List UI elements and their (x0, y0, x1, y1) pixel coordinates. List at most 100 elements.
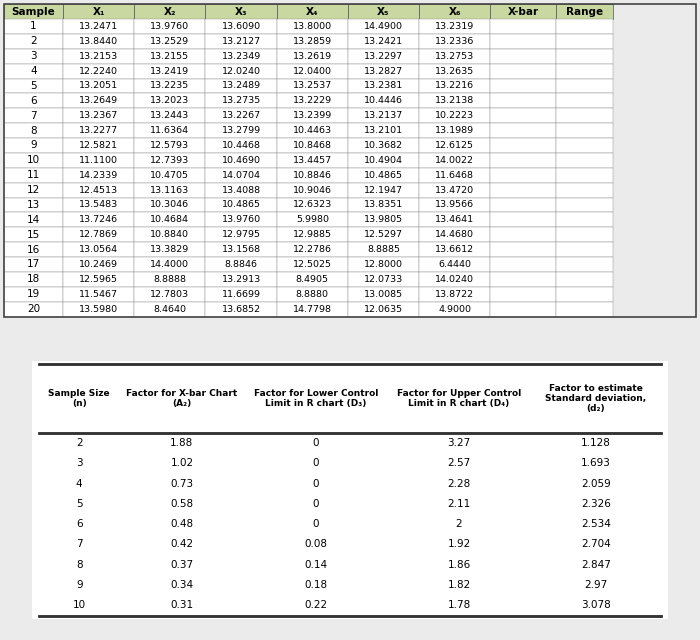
Text: 0.14: 0.14 (304, 560, 328, 570)
Bar (419, 227, 491, 242)
Bar (276, 301, 348, 317)
Text: 13.2319: 13.2319 (435, 22, 475, 31)
Bar (4, 182, 63, 198)
Bar (205, 4, 276, 19)
Text: 10: 10 (27, 156, 40, 165)
Bar (348, 242, 419, 257)
Bar (491, 19, 556, 34)
Text: 2.847: 2.847 (581, 560, 611, 570)
Text: 2.57: 2.57 (447, 458, 470, 468)
Bar (4, 272, 63, 287)
Bar (419, 182, 491, 198)
Text: 16: 16 (27, 244, 40, 255)
Text: 12.7393: 12.7393 (150, 156, 190, 165)
Bar (348, 227, 419, 242)
Text: 0.31: 0.31 (170, 600, 193, 611)
Text: 13.9760: 13.9760 (150, 22, 190, 31)
Bar (491, 123, 556, 138)
Text: 7: 7 (30, 111, 37, 121)
Text: 13.4088: 13.4088 (221, 186, 260, 195)
Bar (276, 212, 348, 227)
Bar (556, 168, 612, 182)
Bar (4, 227, 63, 242)
Text: 8.8888: 8.8888 (153, 275, 186, 284)
Bar (63, 242, 134, 257)
Bar (4, 168, 63, 182)
Text: 13.8351: 13.8351 (364, 200, 403, 209)
Text: 13.2138: 13.2138 (435, 97, 475, 106)
Bar (419, 212, 491, 227)
Bar (134, 4, 205, 19)
Bar (205, 227, 276, 242)
Text: 0.48: 0.48 (170, 519, 193, 529)
Bar (276, 257, 348, 272)
Text: 8.4905: 8.4905 (296, 275, 329, 284)
Bar (276, 19, 348, 34)
Bar (205, 257, 276, 272)
Text: 10.4705: 10.4705 (150, 171, 189, 180)
Text: 6: 6 (30, 96, 37, 106)
Text: 12.0400: 12.0400 (293, 67, 332, 76)
Bar (134, 272, 205, 287)
Text: 2.534: 2.534 (581, 519, 611, 529)
Text: 2.97: 2.97 (584, 580, 608, 590)
Text: 10.4690: 10.4690 (222, 156, 260, 165)
Bar (556, 287, 612, 301)
Text: 2.11: 2.11 (447, 499, 470, 509)
Text: 9: 9 (30, 140, 37, 150)
Text: 14: 14 (27, 215, 40, 225)
Text: 12.5965: 12.5965 (79, 275, 118, 284)
Bar (63, 153, 134, 168)
Text: 0.18: 0.18 (304, 580, 328, 590)
Text: 10.9046: 10.9046 (293, 186, 332, 195)
Bar (491, 287, 556, 301)
Text: 12.6125: 12.6125 (435, 141, 475, 150)
Bar (556, 212, 612, 227)
Text: 13.2153: 13.2153 (79, 52, 118, 61)
Bar (4, 138, 63, 153)
Bar (134, 19, 205, 34)
Text: 13.5980: 13.5980 (79, 305, 118, 314)
Text: X₂: X₂ (164, 6, 176, 17)
Bar (556, 242, 612, 257)
Text: 1.02: 1.02 (170, 458, 193, 468)
Text: 4.9000: 4.9000 (438, 305, 471, 314)
Text: 13.9760: 13.9760 (221, 215, 260, 225)
Bar (63, 212, 134, 227)
Text: 0.34: 0.34 (170, 580, 193, 590)
Text: 13.2155: 13.2155 (150, 52, 190, 61)
Bar (276, 63, 348, 79)
Text: 10.4865: 10.4865 (364, 171, 403, 180)
Bar (348, 79, 419, 93)
Text: X₆: X₆ (449, 6, 461, 17)
Bar (63, 49, 134, 63)
Text: 1.82: 1.82 (447, 580, 470, 590)
Bar (419, 301, 491, 317)
Bar (134, 63, 205, 79)
Bar (276, 93, 348, 108)
Text: 3.27: 3.27 (447, 438, 470, 448)
Bar (348, 287, 419, 301)
Bar (556, 63, 612, 79)
Bar (491, 227, 556, 242)
Text: 7: 7 (76, 540, 83, 550)
Text: 3: 3 (76, 458, 83, 468)
Text: 13.2913: 13.2913 (221, 275, 260, 284)
Bar (348, 257, 419, 272)
Bar (419, 272, 491, 287)
Bar (63, 63, 134, 79)
Bar (205, 153, 276, 168)
Bar (419, 63, 491, 79)
Text: 13.8000: 13.8000 (293, 22, 332, 31)
Bar (134, 242, 205, 257)
Text: 13.2443: 13.2443 (150, 111, 190, 120)
Text: 0.42: 0.42 (170, 540, 193, 550)
Bar (491, 153, 556, 168)
Text: X₄: X₄ (306, 6, 318, 17)
Text: 0: 0 (312, 479, 319, 488)
Text: 13.2489: 13.2489 (221, 81, 260, 90)
Bar (134, 108, 205, 123)
Text: 13.2235: 13.2235 (150, 81, 190, 90)
Text: 13.9566: 13.9566 (435, 200, 475, 209)
Text: 15: 15 (27, 230, 40, 240)
